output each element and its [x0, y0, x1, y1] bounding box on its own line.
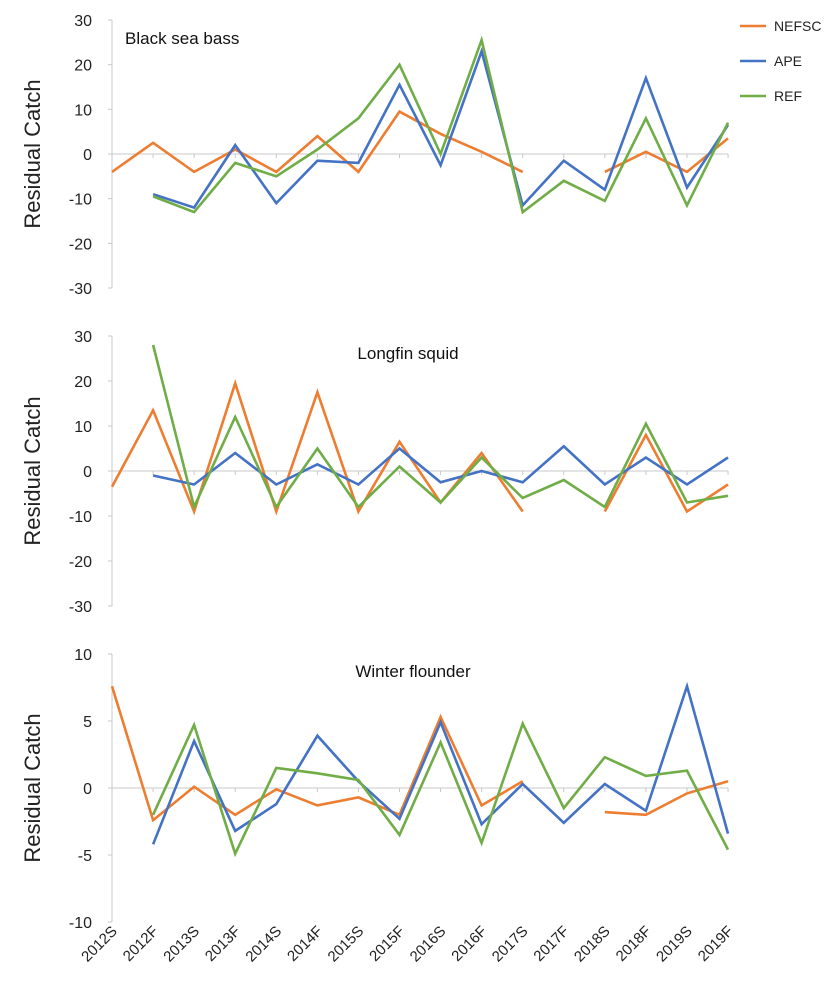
y-tick-label: -30	[69, 281, 92, 298]
y-tick-label: 20	[74, 58, 92, 75]
x-tick-label: 2017S	[489, 923, 532, 966]
x-tick-label: 2018S	[571, 923, 614, 966]
y-tick-label: -10	[69, 509, 92, 526]
panel-title: Winter flounder	[355, 662, 471, 681]
y-tick-label: 5	[83, 714, 92, 731]
x-tick-label: 2012F	[120, 923, 162, 965]
x-tick-label: 2015S	[325, 923, 368, 966]
y-tick-label: 0	[83, 147, 92, 164]
y-axis-label: Residual Catch	[20, 713, 45, 862]
x-tick-label: 2014S	[242, 923, 285, 966]
y-tick-label: 30	[74, 13, 92, 30]
series-line-ref	[152, 35, 730, 215]
y-tick-label: -10	[69, 192, 92, 209]
legend-label-ref: REF	[774, 88, 802, 104]
series-line-ref	[151, 720, 730, 858]
y-tick-label: 0	[83, 464, 92, 481]
series-line-nefsc	[111, 109, 524, 174]
x-tick-label: 2018F	[613, 923, 655, 965]
series-line-nefsc	[110, 685, 524, 823]
series-line-ref	[151, 344, 729, 511]
y-tick-label: 0	[83, 781, 92, 798]
y-tick-label: 10	[74, 419, 92, 436]
legend-label-nefsc: NEFSC	[774, 18, 821, 34]
x-tick-label: 2013F	[202, 923, 244, 965]
y-tick-label: -20	[69, 554, 92, 571]
x-tick-label: 2019F	[695, 923, 737, 965]
series-line-ape	[152, 444, 729, 487]
x-tick-label: 2015F	[366, 923, 408, 965]
legend-label-ape: APE	[774, 53, 802, 69]
x-tick-label: 2019S	[653, 923, 696, 966]
y-tick-label: 20	[74, 374, 92, 391]
y-tick-label: 10	[74, 647, 92, 664]
y-tick-label: -5	[78, 848, 92, 865]
panel-title: Longfin squid	[357, 344, 458, 363]
x-tick-label: 2013S	[160, 923, 203, 966]
y-tick-label: -10	[69, 915, 92, 932]
x-tick-label: 2016F	[448, 923, 490, 965]
x-tick-label: 2017F	[530, 923, 572, 965]
y-axis-label: Residual Catch	[20, 79, 45, 228]
series-line-nefsc	[604, 780, 729, 817]
y-tick-label: 30	[74, 329, 92, 346]
x-tick-label: 2016S	[407, 923, 450, 966]
x-tick-label: 2014F	[284, 923, 326, 965]
panel-title: Black sea bass	[125, 29, 239, 48]
series-line-ape	[152, 46, 730, 210]
y-tick-label: -30	[69, 599, 92, 616]
series-line-ape	[151, 681, 730, 845]
y-axis-label: Residual Catch	[20, 396, 45, 545]
y-tick-label: 10	[74, 102, 92, 119]
y-tick-label: -20	[69, 236, 92, 253]
